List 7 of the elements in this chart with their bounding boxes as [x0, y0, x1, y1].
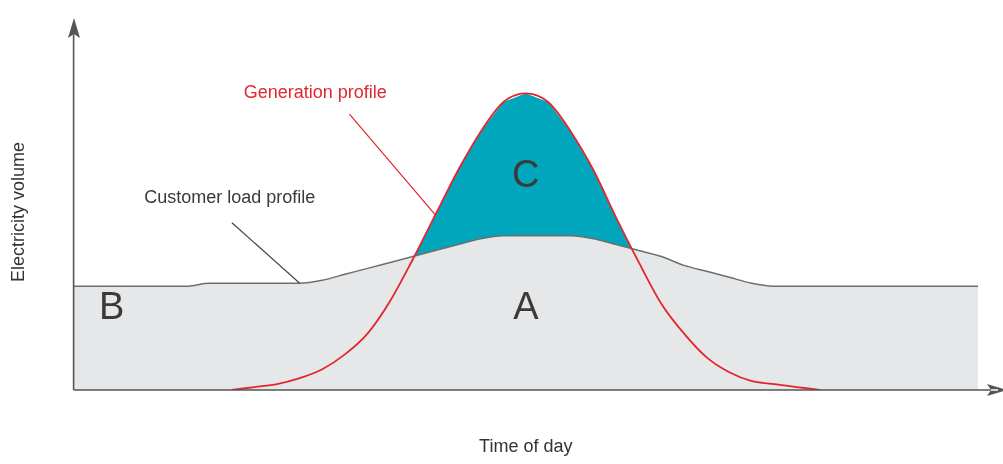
x-axis-title: Time of day: [479, 436, 573, 457]
annotation: B: [98, 284, 125, 327]
annotation: A: [513, 284, 540, 327]
text: Customer load profile: [144, 186, 316, 207]
y-axis-title: Electricity volume: [7, 141, 28, 283]
annotation: C: [512, 152, 540, 195]
text: Generation profile: [243, 81, 387, 102]
